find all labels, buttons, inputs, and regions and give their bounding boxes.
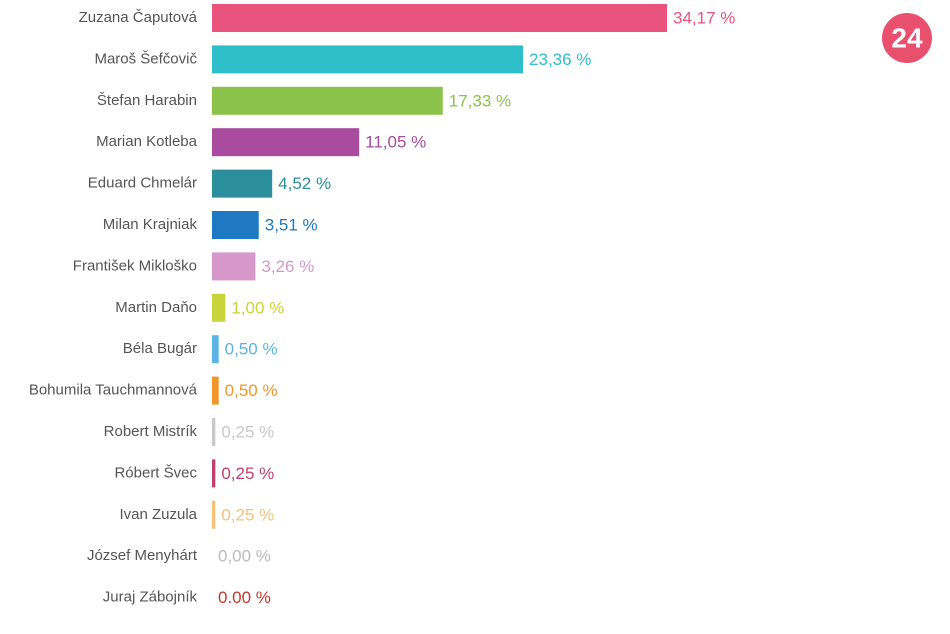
value-label: 0,25 %: [221, 422, 274, 441]
category-label: František Mikloško: [73, 257, 197, 274]
category-label: Eduard Chmelár: [88, 175, 197, 192]
value-label: 4,52 %: [278, 174, 331, 193]
category-label: Ivan Zuzula: [119, 506, 197, 523]
category-label: József Menyhárt: [87, 547, 198, 564]
value-label: 0,00 %: [218, 547, 271, 566]
category-label: Štefan Harabin: [97, 92, 197, 109]
bar: [212, 418, 216, 446]
category-label: Zuzana Čaputová: [79, 9, 198, 26]
category-label: Róbert Švec: [114, 464, 197, 481]
value-label: 0,50 %: [225, 381, 278, 400]
bar: [212, 376, 219, 405]
bar: [212, 252, 256, 281]
category-label: Martin Daňo: [115, 299, 197, 316]
value-label: 0.00 %: [218, 588, 271, 607]
bar: [212, 459, 216, 488]
bar: [212, 45, 524, 74]
bar: [212, 169, 273, 198]
category-label: Marian Kotleba: [96, 133, 198, 150]
bar: [212, 128, 360, 157]
value-label: 34,17 %: [673, 8, 735, 27]
value-label: 11,05 %: [365, 133, 426, 152]
value-label: 23,36 %: [529, 50, 591, 69]
category-label: Milan Krajniak: [103, 216, 198, 233]
category-label: Béla Bugár: [123, 340, 197, 357]
value-label: 3,51 %: [265, 215, 318, 234]
category-label: Robert Mistrík: [104, 423, 198, 440]
value-label: 0,25 %: [221, 505, 274, 524]
category-label: Maroš Šefčovič: [94, 50, 197, 67]
value-label: 0,50 %: [225, 340, 278, 359]
bar: [212, 4, 667, 32]
bar: [212, 86, 443, 115]
bar: [212, 335, 219, 364]
bar: [212, 293, 226, 322]
value-label: 3,26 %: [261, 257, 314, 276]
bar: [212, 500, 216, 529]
logo-text: 24: [891, 22, 923, 53]
value-label: 1,00 %: [231, 298, 284, 317]
value-label: 17,33 %: [449, 91, 511, 110]
category-label: Juraj Zábojník: [103, 589, 198, 606]
value-label: 0,25 %: [221, 464, 274, 483]
logo-badge: [882, 13, 932, 63]
category-label: Bohumila Tauchmannová: [29, 382, 198, 399]
bar: [212, 211, 259, 239]
